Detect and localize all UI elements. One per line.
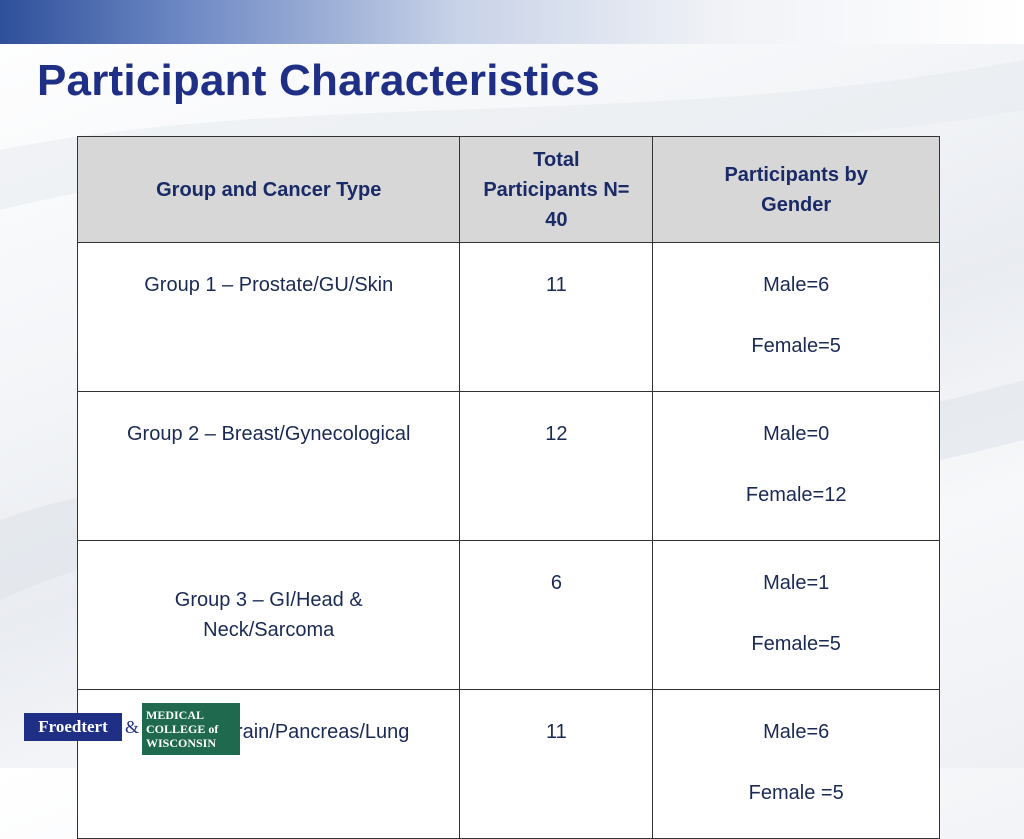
table-row: Group 3 – GI/Head & Neck/Sarcoma 6 Male=… <box>76 540 940 690</box>
slide-title: Participant Characteristics <box>37 56 600 105</box>
gender-cell: Male=6 Female=5 <box>652 242 940 392</box>
header-gender-text: Participants by Gender <box>724 163 868 216</box>
header-total: Total Participants N= 40 <box>459 136 654 243</box>
table-header-row: Group and Cancer Type Total Participants… <box>76 136 940 243</box>
logo-ampersand: & <box>122 713 142 741</box>
group-cell-text: Group 3 – GI/Head & Neck/Sarcoma <box>174 589 363 641</box>
institution-logo: Froedtert & MEDICAL COLLEGE of WISCONSIN <box>24 703 240 755</box>
mcw-logo: MEDICAL COLLEGE of WISCONSIN <box>142 703 240 755</box>
participant-table: Group and Cancer Type Total Participants… <box>76 136 940 839</box>
header-group: Group and Cancer Type <box>76 136 461 243</box>
mcw-logo-line2: COLLEGE of <box>146 722 219 736</box>
total-cell: 12 <box>459 391 654 541</box>
froedtert-logo-text: Froedtert <box>24 713 122 741</box>
male-count: Male=6 <box>763 721 830 743</box>
top-banner <box>0 0 1024 44</box>
total-cell: 6 <box>459 540 654 690</box>
female-count: Female =5 <box>748 782 844 804</box>
mcw-logo-line1: MEDICAL <box>146 708 205 722</box>
gender-cell: Male=1 Female=5 <box>652 540 940 690</box>
group-cell: Group 2 – Breast/Gynecological <box>76 391 461 541</box>
gender-cell: Male=0 Female=12 <box>652 391 940 541</box>
table-row: Group 2 – Breast/Gynecological 12 Male=0… <box>76 391 940 541</box>
mcw-logo-line3: WISCONSIN <box>146 736 217 750</box>
male-count: Male=6 <box>763 274 830 296</box>
female-count: Female=5 <box>751 633 841 655</box>
group-cell: Group 3 – GI/Head & Neck/Sarcoma <box>76 540 461 690</box>
male-count: Male=0 <box>763 423 830 445</box>
total-cell: 11 <box>459 242 654 392</box>
total-cell: 11 <box>459 689 654 839</box>
group-cell: Group 1 – Prostate/GU/Skin <box>76 242 461 392</box>
female-count: Female=12 <box>745 484 847 506</box>
header-gender: Participants by Gender <box>652 136 940 243</box>
table-row: Group 1 – Prostate/GU/Skin 11 Male=6 Fem… <box>76 242 940 392</box>
female-count: Female=5 <box>751 335 841 357</box>
male-count: Male=1 <box>763 572 830 594</box>
gender-cell: Male=6 Female =5 <box>652 689 940 839</box>
header-total-text: Total Participants N= 40 <box>483 148 630 231</box>
